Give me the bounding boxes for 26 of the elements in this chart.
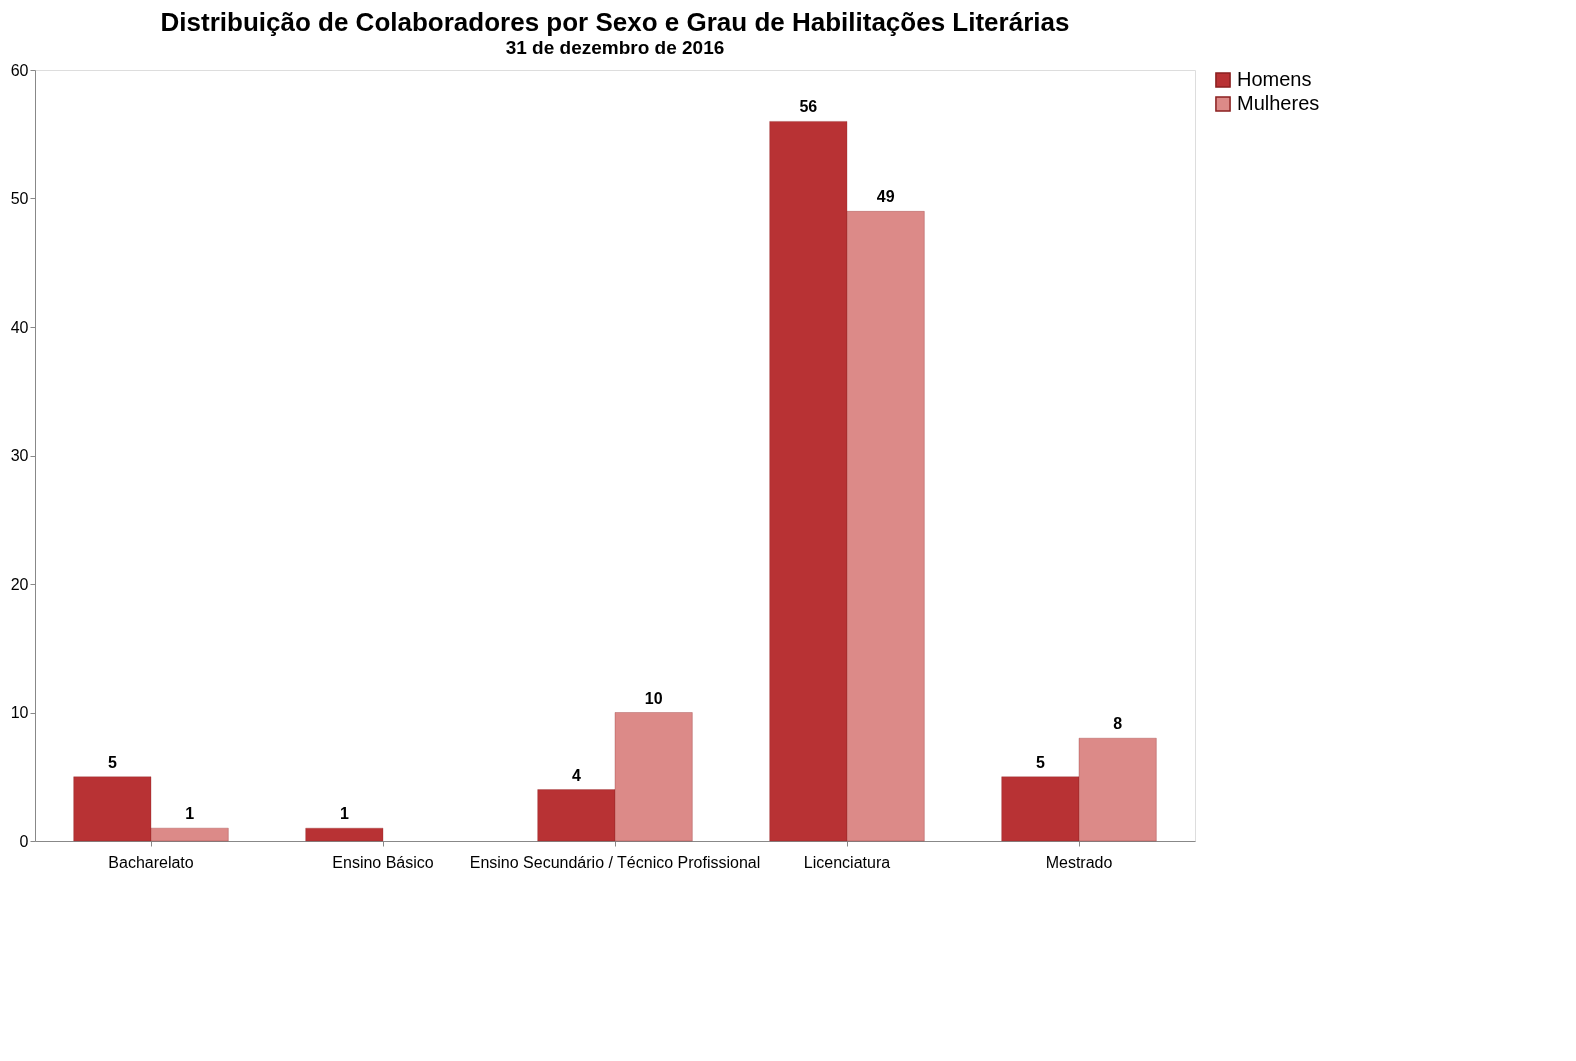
data-label: 10 xyxy=(644,689,663,707)
data-label: 1 xyxy=(339,805,349,823)
chart-subtitle: 31 de dezembro de 2016 xyxy=(505,37,725,58)
data-label: 8 xyxy=(1113,715,1123,733)
data-label: 5 xyxy=(1035,753,1045,771)
chart-title: Distribuição de Colaboradores por Sexo e Grau de Habilitações Literárias xyxy=(160,7,1070,37)
y-tick-label: 0 xyxy=(19,832,29,850)
data-label: 4 xyxy=(571,766,581,784)
y-tick-label: 40 xyxy=(10,318,29,336)
legend-label: Homens xyxy=(1237,68,1312,90)
x-tick-label: Mestrado xyxy=(1045,853,1113,871)
x-tick-label: Bacharelato xyxy=(108,853,194,871)
y-tick-label: 30 xyxy=(10,447,29,464)
y-tick-label: 50 xyxy=(10,190,29,207)
x-tick-label: Licenciatura xyxy=(803,853,891,871)
data-label: 1 xyxy=(185,805,195,823)
x-tick-label: Ensino Básico xyxy=(332,853,434,871)
data-label: 49 xyxy=(876,188,895,206)
data-label: 5 xyxy=(107,753,117,771)
x-tick-label: Ensino Secundário / Técnico Profissional xyxy=(469,853,761,871)
data-label: 56 xyxy=(799,98,818,116)
legend-label: Mulheres xyxy=(1237,92,1320,114)
y-tick-label: 10 xyxy=(10,704,29,721)
y-tick-label: 20 xyxy=(10,575,29,593)
y-tick-label: 60 xyxy=(10,61,29,79)
bar xyxy=(305,827,384,842)
